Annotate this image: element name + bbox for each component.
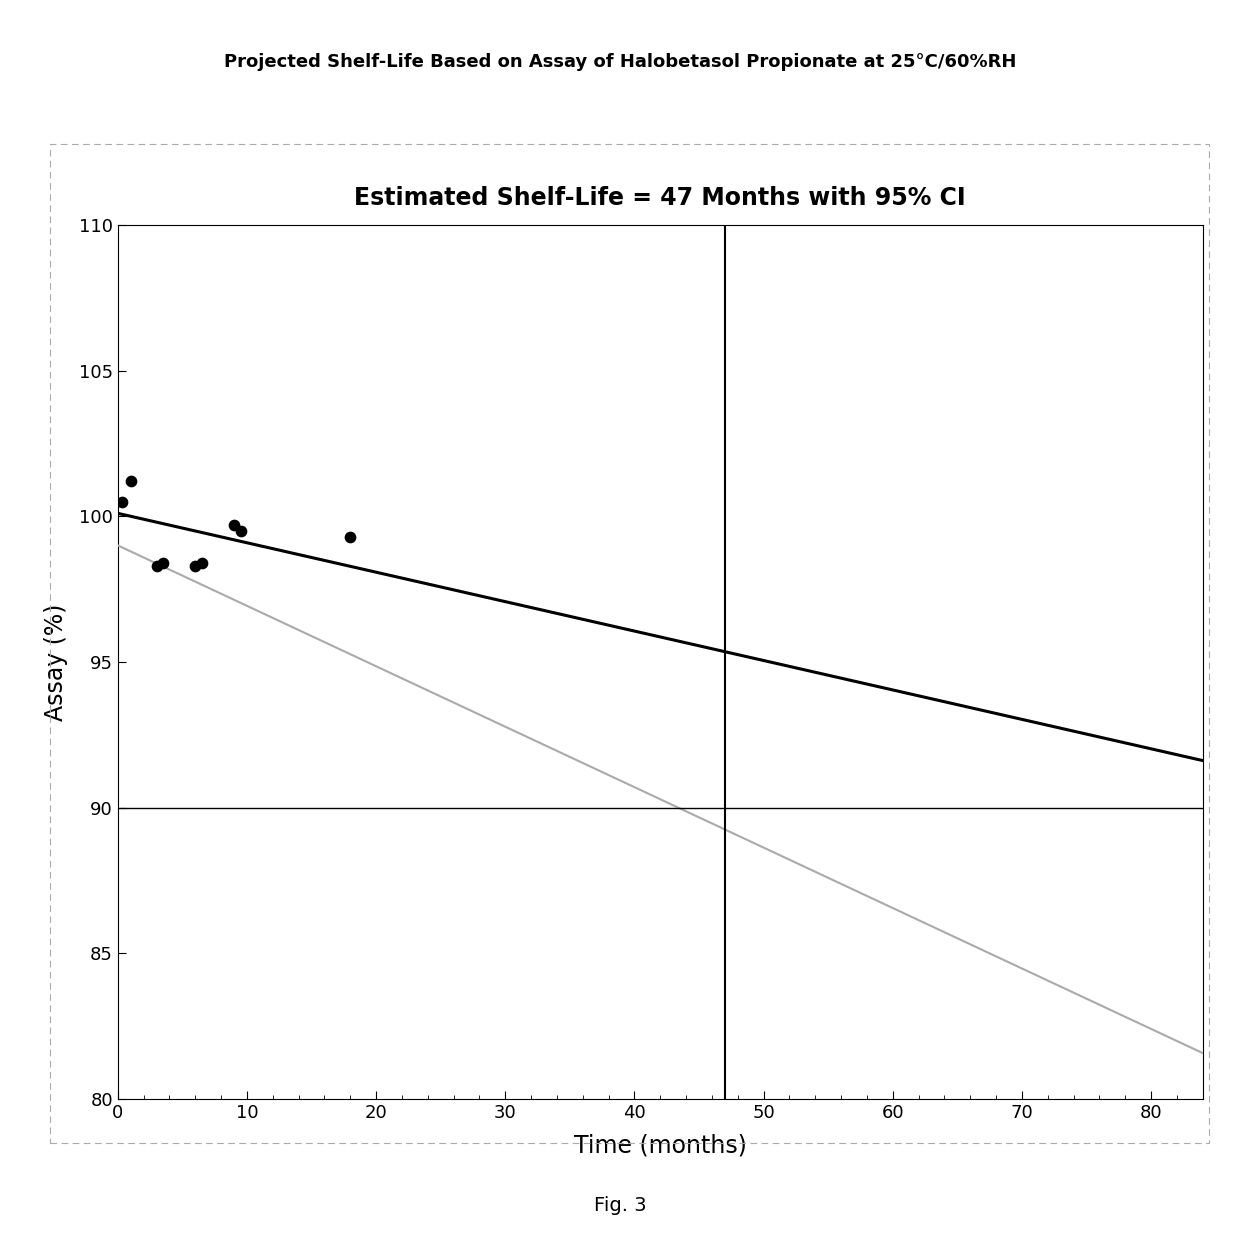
Point [192,553,212,573]
Point [153,553,172,573]
Point [224,515,244,535]
Point [231,521,250,541]
Title: Estimated Shelf-Life = 47 Months with 95% CI: Estimated Shelf-Life = 47 Months with 95… [355,186,966,210]
Point [120,471,140,491]
X-axis label: Time (months): Time (months) [574,1133,746,1157]
Point [112,492,131,512]
Point [340,527,361,547]
Point [146,556,166,576]
Text: Fig. 3: Fig. 3 [594,1195,646,1215]
Y-axis label: Assay (%): Assay (%) [43,603,68,721]
Text: Projected Shelf-Life Based on Assay of Halobetasol Propionate at 25°C/60%RH: Projected Shelf-Life Based on Assay of H… [223,54,1017,71]
Point [186,556,206,576]
